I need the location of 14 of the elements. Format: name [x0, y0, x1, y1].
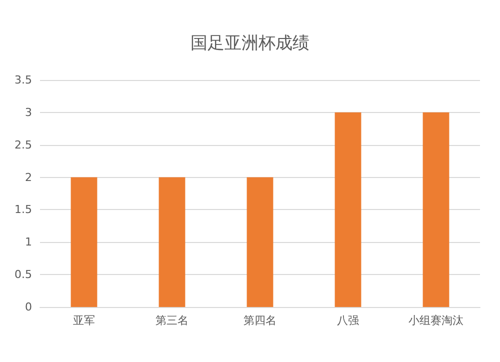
- y-tick-label: 1.5: [14, 203, 32, 216]
- x-tick-label: 小组赛淘汰: [408, 314, 464, 327]
- y-tick-label: 0: [25, 300, 32, 314]
- y-tick-label: 0.5: [14, 268, 32, 282]
- y-tick-label: 3: [25, 106, 32, 119]
- chart-title: 国足亚洲杯成绩: [190, 34, 310, 54]
- y-tick-label: 3.5: [14, 74, 32, 86]
- y-tick-label: 2: [25, 170, 32, 184]
- x-tick-label: 八强: [337, 314, 359, 327]
- x-tick-label: 第三名: [156, 314, 188, 327]
- y-tick-label: 1: [25, 236, 32, 249]
- x-tick-label: 亚军: [73, 314, 95, 327]
- y-tick-label: 2.5: [14, 138, 32, 152]
- x-tick-label: 第四名: [244, 314, 276, 327]
